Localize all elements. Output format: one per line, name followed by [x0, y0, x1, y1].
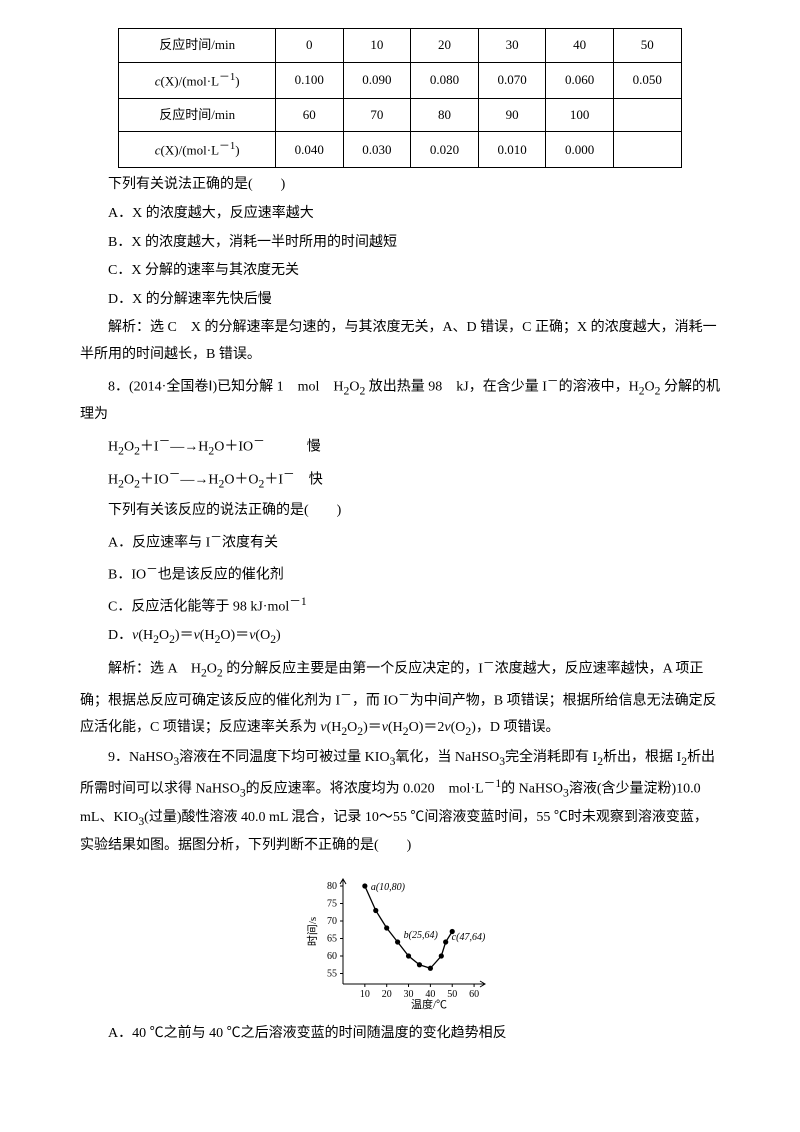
svg-text:75: 75 [327, 899, 337, 910]
q8-answer: 解析：选 A H2O2 的分解反应主要是由第一个反应决定的，I－浓度越大，反应速… [80, 653, 720, 743]
q7-option-b: B．X 的浓度越大，消耗一半时所用的时间越短 [80, 230, 720, 257]
q8-eq2: H2O2＋IO－―→H2O＋O2＋I－ 快 [80, 464, 720, 496]
svg-text:c(47,64): c(47,64) [452, 932, 486, 943]
svg-text:60: 60 [469, 989, 479, 1000]
table-cell: 90 [478, 98, 546, 132]
svg-text:65: 65 [327, 934, 337, 945]
svg-text:时间/s: 时间/s [306, 917, 319, 946]
time-temperature-chart: 102030405060556065707580温度/℃时间/sa(10,80)… [305, 865, 495, 1010]
svg-text:20: 20 [382, 989, 392, 1000]
q8-stem: 下列有关该反应的说法正确的是( ) [80, 498, 720, 525]
table-cell: 100 [546, 98, 614, 132]
q8-option-a: A．反应速率与 I－浓度有关 [80, 527, 720, 557]
table-cell: 0.030 [343, 132, 411, 168]
table-cell: 80 [411, 98, 479, 132]
q7-option-a: A．X 的浓度越大，反应速率越大 [80, 201, 720, 228]
table-cell: 30 [478, 29, 546, 63]
table-cell: 10 [343, 29, 411, 63]
chart-container: 102030405060556065707580温度/℃时间/sa(10,80)… [80, 865, 720, 1021]
svg-text:80: 80 [327, 881, 337, 892]
q9-stem: 9．NaHSO3溶液在不同温度下均可被过量 KIO3氧化，当 NaHSO3完全消… [80, 745, 720, 859]
table-cell: 50 [613, 29, 681, 63]
table-cell: 0.010 [478, 132, 546, 168]
svg-text:70: 70 [327, 916, 337, 927]
table-cell: 0.080 [411, 62, 479, 98]
row-header: 反应时间/min [119, 98, 276, 132]
table-cell: 0.040 [275, 132, 343, 168]
svg-text:10: 10 [360, 989, 370, 1000]
table-cell [613, 132, 681, 168]
table-cell: 0.020 [411, 132, 479, 168]
row-header: c(X)/(mol·L－1) [119, 62, 276, 98]
data-table: 反应时间/min01020304050c(X)/(mol·L－1)0.1000.… [118, 28, 681, 168]
table-cell: 0 [275, 29, 343, 63]
q7-stem: 下列有关说法正确的是( ) [80, 172, 720, 199]
q7-option-c: C．X 分解的速率与其浓度无关 [80, 258, 720, 285]
table-cell [613, 98, 681, 132]
table-cell: 40 [546, 29, 614, 63]
row-header: 反应时间/min [119, 29, 276, 63]
svg-text:a(10,80): a(10,80) [371, 882, 406, 893]
q8-intro: 8．(2014·全国卷Ⅰ)已知分解 1 mol H2O2 放出热量 98 kJ，… [80, 371, 720, 429]
table-cell: 0.060 [546, 62, 614, 98]
table-cell: 0.090 [343, 62, 411, 98]
q8-option-d: D．v(H2O2)＝v(H2O)＝v(O2) [80, 623, 720, 651]
svg-text:60: 60 [327, 951, 337, 962]
table-cell: 0.100 [275, 62, 343, 98]
table-cell: 70 [343, 98, 411, 132]
svg-text:温度/℃: 温度/℃ [411, 997, 447, 1010]
svg-text:b(25,64): b(25,64) [404, 930, 439, 941]
q8-option-b: B．IO－也是该反应的催化剂 [80, 559, 720, 589]
q7-option-d: D．X 的分解速率先快后慢 [80, 287, 720, 314]
table-cell: 0.070 [478, 62, 546, 98]
table-cell: 0.000 [546, 132, 614, 168]
table-cell: 0.050 [613, 62, 681, 98]
table-cell: 20 [411, 29, 479, 63]
table-cell: 60 [275, 98, 343, 132]
q7-answer: 解析：选 C X 的分解速率是匀速的，与其浓度无关，A、D 错误，C 正确；X … [80, 315, 720, 368]
svg-text:50: 50 [447, 989, 457, 1000]
q8-eq1: H2O2＋I－―→H2O＋IO－ 慢 [80, 431, 720, 463]
svg-text:55: 55 [327, 969, 337, 980]
row-header: c(X)/(mol·L－1) [119, 132, 276, 168]
q9-option-a: A．40 ℃之前与 40 ℃之后溶液变蓝的时间随温度的变化趋势相反 [80, 1021, 720, 1048]
q8-option-c: C．反应活化能等于 98 kJ·mol－1 [80, 591, 720, 621]
